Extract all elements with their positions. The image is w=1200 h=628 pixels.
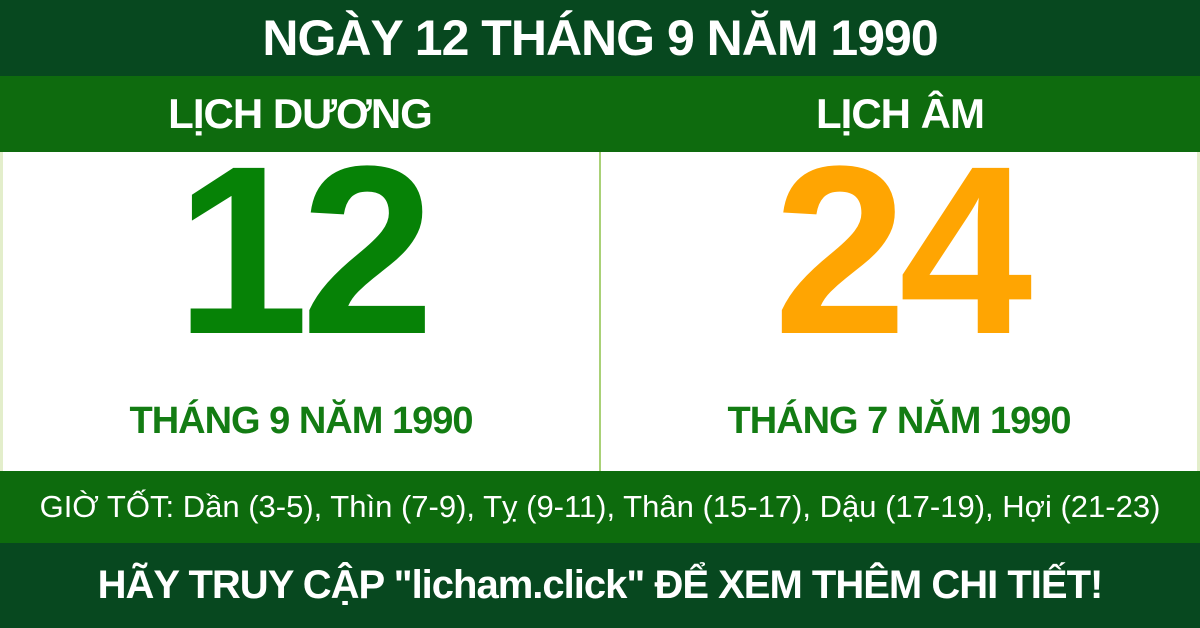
solar-calendar-header: LỊCH DƯƠNG [168,90,433,137]
calendar-type-header: LỊCH DƯƠNG LỊCH ÂM [0,76,1200,152]
solar-day-number: 12 [175,152,435,384]
footer-cta-text: HÃY TRUY CẬP "licham.click" ĐỂ XEM THÊM … [97,563,1104,607]
solar-month-year: THÁNG 9 NĂM 1990 [129,400,474,442]
solar-calendar-panel: 12 THÁNG 9 NĂM 1990 [3,152,599,471]
lunar-month-year: THÁNG 7 NĂM 1990 [727,400,1072,442]
lunar-calendar-panel: 24 THÁNG 7 NĂM 1990 [601,152,1197,471]
lunar-day-number: 24 [773,152,1033,384]
good-hours-bar: GIỜ TỐT: Dần (3-5), Thìn (7-9), Tỵ (9-11… [0,471,1200,543]
date-banner-title: NGÀY 12 THÁNG 9 NĂM 1990 [262,10,938,66]
column-divider [599,152,601,471]
date-banner: NGÀY 12 THÁNG 9 NĂM 1990 [0,0,1200,76]
lunar-calendar-header: LỊCH ÂM [816,90,985,137]
calendar-body: 12 THÁNG 9 NĂM 1990 24 THÁNG 7 NĂM 1990 [0,152,1200,471]
footer-cta: HÃY TRUY CẬP "licham.click" ĐỂ XEM THÊM … [0,543,1200,628]
good-hours-text: GIỜ TỐT: Dần (3-5), Thìn (7-9), Tỵ (9-11… [39,489,1161,524]
